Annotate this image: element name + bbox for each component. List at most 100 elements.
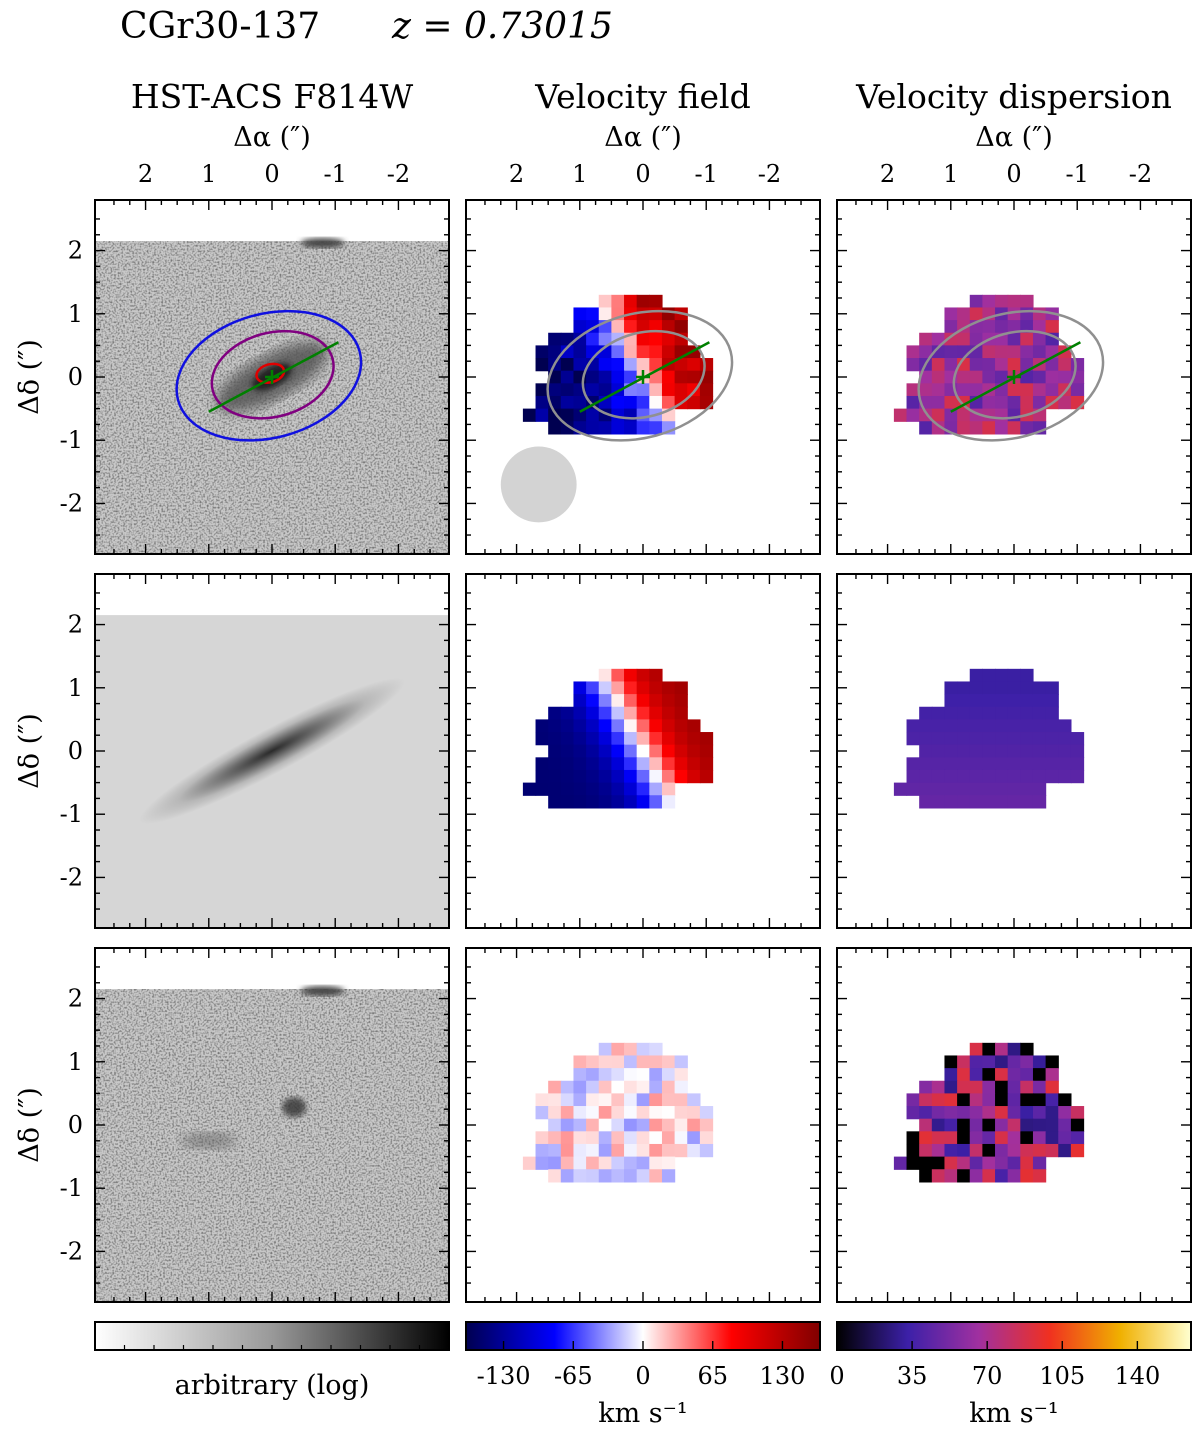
spaxel: [982, 421, 996, 435]
column-title: HST-ACS F814W: [131, 77, 413, 116]
spaxel: [535, 782, 549, 796]
colorbar-2: -130 -65 0 65 130 km s⁻¹: [465, 1321, 821, 1429]
spaxel: [1070, 1131, 1085, 1145]
spaxel: [598, 757, 612, 771]
spaxel: [1032, 1118, 1047, 1132]
spaxel: [687, 1106, 701, 1120]
spaxel: [1032, 706, 1047, 720]
spaxel: [1020, 681, 1034, 695]
spaxel: [1032, 307, 1047, 321]
spaxel: [944, 1080, 958, 1094]
spaxel: [1020, 1042, 1034, 1057]
spaxel: [995, 706, 1009, 720]
spaxel: [624, 370, 638, 384]
spaxel: [674, 358, 688, 372]
spaxel: [636, 1093, 650, 1107]
spaxel: [1007, 732, 1021, 746]
spaxel: [624, 294, 638, 309]
spaxel: [661, 1118, 676, 1132]
spaxel: [1032, 332, 1047, 346]
spaxel: [636, 769, 650, 784]
spaxel: [649, 1169, 663, 1183]
spaxel: [548, 795, 562, 809]
spaxel: [957, 694, 971, 708]
velocity-model-map: [522, 668, 714, 809]
spaxel: [1007, 332, 1021, 346]
spaxel: [982, 1093, 996, 1107]
spaxel: [1045, 769, 1059, 784]
spaxel: [560, 757, 575, 771]
spaxel: [944, 694, 958, 708]
spaxel: [573, 795, 587, 809]
spaxel: [1070, 769, 1085, 784]
kinematic-center-marker: [265, 370, 279, 384]
spaxel: [1032, 795, 1047, 809]
spaxel: [636, 668, 650, 683]
spaxel: [1007, 769, 1021, 784]
spaxel: [611, 757, 625, 771]
spaxel: [699, 757, 714, 771]
spaxel: [982, 1106, 996, 1120]
spaxel: [1058, 1093, 1072, 1107]
spaxel: [957, 1118, 971, 1132]
spaxel: [624, 1131, 638, 1145]
kinematic-center-marker: [1007, 370, 1021, 384]
spaxel: [944, 345, 958, 359]
spaxel: [636, 395, 650, 410]
spaxel: [674, 719, 688, 733]
kinematic-center-marker: [636, 370, 650, 384]
spaxel: [1070, 1106, 1085, 1120]
spaxel: [1045, 1068, 1059, 1082]
spaxel: [586, 782, 600, 796]
spaxel: [573, 706, 587, 720]
spaxel: [1007, 345, 1021, 359]
spaxel: [931, 795, 946, 809]
spaxel: [649, 1055, 663, 1069]
spaxel: [1020, 332, 1034, 346]
spaxel: [969, 421, 983, 435]
spaxel: [982, 668, 996, 683]
spaxel: [1007, 706, 1021, 720]
spaxel: [1045, 1118, 1059, 1132]
spaxel: [636, 332, 650, 346]
spaxel: [1058, 395, 1072, 410]
spaxel: [982, 345, 996, 359]
spaxel: [1007, 1042, 1021, 1057]
spaxel: [1020, 795, 1034, 809]
x-tick-label: 1: [201, 160, 216, 188]
spaxel: [661, 681, 676, 695]
spaxel: [982, 1080, 996, 1094]
spaxel: [687, 1093, 701, 1107]
spaxel: [995, 320, 1009, 334]
spaxel: [906, 1093, 920, 1107]
spaxel: [649, 795, 663, 809]
spaxel: [969, 1169, 983, 1183]
spaxel: [982, 681, 996, 695]
spaxel: [535, 1143, 549, 1158]
spaxel: [535, 719, 549, 733]
spaxel: [982, 1042, 996, 1057]
panel-observed-3: 2 1 0 -1 -2 Δα (″) Velocity dispersion: [836, 77, 1192, 555]
colorbar-tick-label: -65: [554, 1362, 593, 1390]
spaxel: [636, 1156, 650, 1170]
spaxel: [1007, 1169, 1021, 1183]
spaxel: [1007, 320, 1021, 334]
residual-knot: [282, 1097, 307, 1118]
spaxel: [969, 1042, 983, 1057]
panel-ticks: [95, 948, 449, 1302]
spaxel: [919, 332, 933, 346]
spaxel: [944, 1169, 958, 1183]
spaxel: [906, 1156, 920, 1170]
spaxel: [636, 345, 650, 359]
spaxel: [522, 1156, 537, 1170]
spaxel: [982, 395, 996, 410]
spaxel: [906, 345, 920, 359]
spaxel: [1007, 1143, 1021, 1158]
spaxel: [906, 408, 920, 422]
panel-observed-1: 2 1 0 -1 -2 Δδ (″) 2 1 0 -1 -2 Δα (″) HST-ACS F814W: [14, 77, 450, 555]
spaxel: [699, 1118, 714, 1132]
spaxel: [598, 421, 612, 435]
spaxel: [535, 732, 549, 746]
panel-content: [95, 985, 449, 1302]
spaxel: [1032, 744, 1047, 758]
